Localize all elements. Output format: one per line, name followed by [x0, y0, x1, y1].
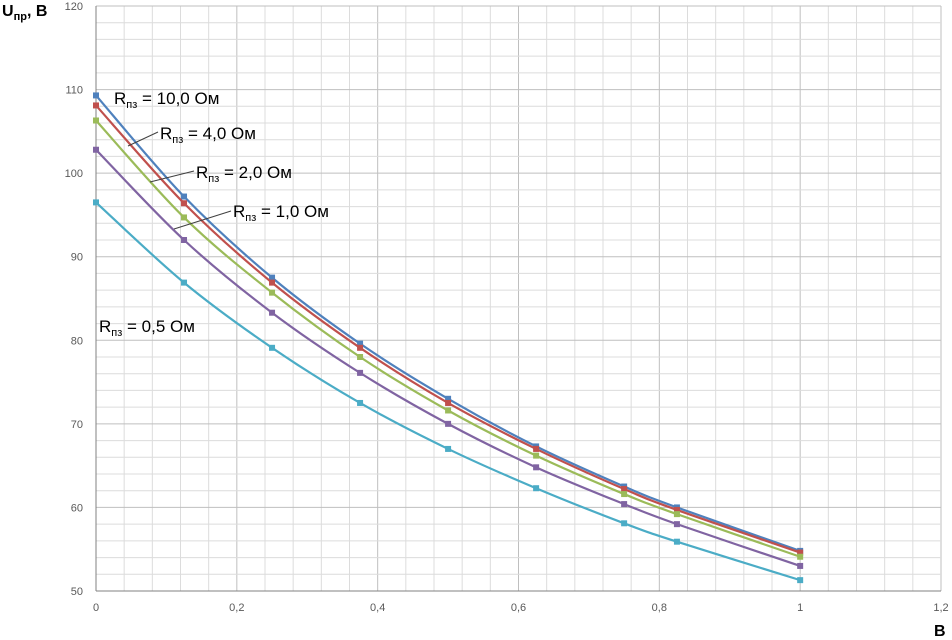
data-point: [674, 521, 680, 527]
data-point: [621, 520, 627, 526]
y-tick-label: 70: [71, 419, 83, 431]
series-label-sub: пз: [111, 327, 122, 339]
data-point: [181, 194, 187, 200]
data-point: [181, 200, 187, 206]
data-point: [533, 464, 539, 470]
series-3: [93, 147, 803, 569]
series-label: Rпз = 1,0 Ом: [233, 202, 329, 224]
series-label-rest: = 1,0 Ом: [256, 202, 329, 221]
series-label: Rпз = 0,5 Ом: [99, 317, 195, 339]
series-label-rest: = 4,0 Ом: [183, 124, 256, 143]
data-point: [357, 345, 363, 351]
series-label-rest: = 10,0 Ом: [137, 89, 219, 108]
y-tick-label: 90: [71, 252, 83, 264]
x-axis-title: B: [934, 623, 946, 640]
series-label: Rпз = 4,0 Ом: [160, 124, 256, 146]
data-point: [445, 407, 451, 413]
x-tick-label: 1,2: [933, 602, 948, 614]
series-line: [96, 150, 800, 566]
data-point: [674, 511, 680, 517]
data-point: [181, 237, 187, 243]
data-point: [93, 147, 99, 153]
y-tick-label: 80: [71, 335, 83, 347]
y-tick-label: 50: [71, 586, 83, 598]
data-point: [269, 290, 275, 296]
x-tick-label: 1: [797, 602, 803, 614]
data-point: [181, 280, 187, 286]
y-axis-title-sub: пр: [14, 11, 28, 23]
series-label-main: R: [114, 89, 126, 108]
data-point: [445, 421, 451, 427]
y-axis-title-main: U: [2, 3, 14, 20]
y-tick-label: 110: [65, 85, 83, 97]
data-point: [357, 370, 363, 376]
series-label-rest: = 0,5 Ом: [122, 317, 195, 336]
series-label-rest: = 2,0 Ом: [219, 163, 292, 182]
data-point: [533, 485, 539, 491]
data-point: [181, 214, 187, 220]
x-tick-label: 0,6: [511, 602, 526, 614]
series-label-main: R: [233, 202, 245, 221]
series-label-main: R: [196, 163, 208, 182]
data-point: [269, 280, 275, 286]
series-line: [96, 202, 800, 580]
series-label: Rпз = 10,0 Ом: [114, 89, 219, 111]
series-label: Rпз = 2,0 Ом: [196, 163, 292, 185]
data-point: [269, 345, 275, 351]
data-point: [93, 117, 99, 123]
data-point: [269, 310, 275, 316]
data-point: [93, 92, 99, 98]
x-tick-label: 0: [93, 602, 99, 614]
series-label-sub: пз: [172, 134, 183, 146]
y-axis-title: Uпр, В: [2, 3, 47, 23]
series-2: [93, 117, 803, 559]
grid: [96, 6, 941, 591]
y-axis-title-rest: , В: [27, 3, 47, 20]
x-tick-label: 0,8: [652, 602, 667, 614]
data-point: [93, 199, 99, 205]
data-point: [797, 563, 803, 569]
series-label-sub: пз: [245, 212, 256, 224]
x-tick-label: 0,2: [229, 602, 244, 614]
data-point: [621, 501, 627, 507]
series-label-main: R: [160, 124, 172, 143]
series-label-sub: пз: [208, 173, 219, 185]
data-point: [674, 539, 680, 545]
data-point: [445, 400, 451, 406]
series-line: [96, 120, 800, 556]
data-point: [93, 102, 99, 108]
series-label-sub: пз: [126, 99, 137, 111]
data-point: [357, 354, 363, 360]
data-point: [445, 446, 451, 452]
series-label-main: R: [99, 317, 111, 336]
data-point: [797, 554, 803, 560]
data-point: [357, 400, 363, 406]
data-point: [533, 453, 539, 459]
data-point: [533, 446, 539, 452]
y-tick-label: 60: [71, 502, 83, 514]
data-point: [621, 491, 627, 497]
data-point: [797, 577, 803, 583]
y-tick-label: 120: [65, 1, 83, 13]
y-tick-label: 100: [65, 168, 83, 180]
x-tick-label: 0,4: [370, 602, 385, 614]
